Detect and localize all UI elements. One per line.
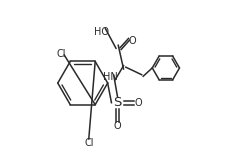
Text: Cl: Cl (57, 49, 66, 59)
Text: O: O (134, 98, 142, 108)
Text: O: O (114, 121, 121, 131)
Text: S: S (113, 96, 122, 109)
Text: O: O (128, 36, 136, 46)
Text: HO: HO (94, 27, 109, 37)
Text: HN: HN (103, 72, 118, 82)
Text: Cl: Cl (85, 138, 94, 148)
